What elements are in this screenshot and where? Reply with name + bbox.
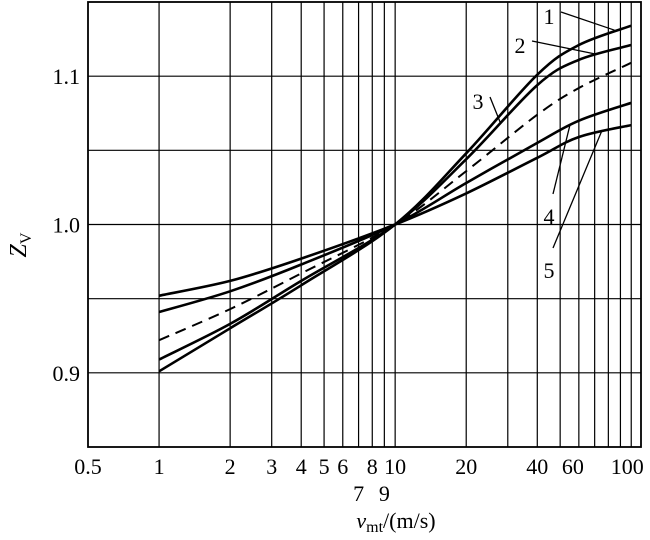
curve-label-pointers	[489, 11, 615, 249]
x-tick-label: 20	[455, 454, 477, 479]
curve-4-label: 4	[544, 204, 555, 229]
x-tick-label: 3	[266, 454, 277, 479]
series-5-line	[158, 123, 632, 297]
curve-5-label: 5	[544, 258, 555, 283]
x-tick-label: 60	[562, 454, 584, 479]
x-axis-label-sub: mt	[366, 519, 383, 536]
x-tick-label: 1	[154, 454, 165, 479]
x-tick-label: 10	[384, 454, 406, 479]
curve-3-label: 3	[473, 89, 484, 114]
x-tick-label: 6	[337, 454, 348, 479]
x-axis-label-main: v	[356, 508, 366, 533]
series-group	[158, 24, 632, 373]
plot-frame	[87, 1, 642, 448]
curve-1-label: 1	[544, 4, 555, 29]
curve-3-pointer	[489, 96, 502, 124]
curve-2-pointer	[531, 40, 595, 55]
x-axis-label-suffix: /(m/s)	[383, 508, 436, 533]
x-tick-label: 40	[526, 454, 548, 479]
x-tick-label-lower: 9	[379, 481, 390, 506]
curve-1-pointer	[560, 11, 615, 31]
series-1-line	[158, 24, 632, 373]
x-tick-label: 100	[611, 454, 644, 479]
x-tick-label: 0.5	[74, 454, 102, 479]
x-tick-label: 5	[319, 454, 330, 479]
curve-5-pointer	[552, 130, 603, 249]
series-2-line	[158, 43, 632, 361]
x-tick-label: 4	[296, 454, 307, 479]
curve-labels: 12 3 4 5	[473, 4, 555, 283]
x-tick-labels: 0.5 1 2 3 4 5 6 8 10 20 40 60 100 7 9	[74, 454, 643, 506]
y-axis-label-sub: V	[18, 232, 35, 244]
series-4-line	[158, 101, 632, 314]
x-tick-label: 8	[367, 454, 378, 479]
series-3-line	[158, 61, 632, 342]
y-tick-label: 1.0	[53, 213, 81, 238]
y-tick-labels: 0.9 1.0 1.1	[53, 64, 81, 386]
curve-2-label: 2	[515, 33, 526, 58]
curve-4-pointer	[552, 124, 571, 195]
y-axis-label-main: Z	[6, 243, 32, 257]
x-axis-label: vmt/(m/s)	[356, 508, 435, 536]
x-tick-label-lower: 7	[353, 481, 364, 506]
y-axis-label: ZV	[6, 232, 35, 257]
x-tick-label: 2	[225, 454, 236, 479]
y-tick-label: 1.1	[53, 64, 81, 89]
y-tick-label: 0.9	[53, 361, 81, 386]
